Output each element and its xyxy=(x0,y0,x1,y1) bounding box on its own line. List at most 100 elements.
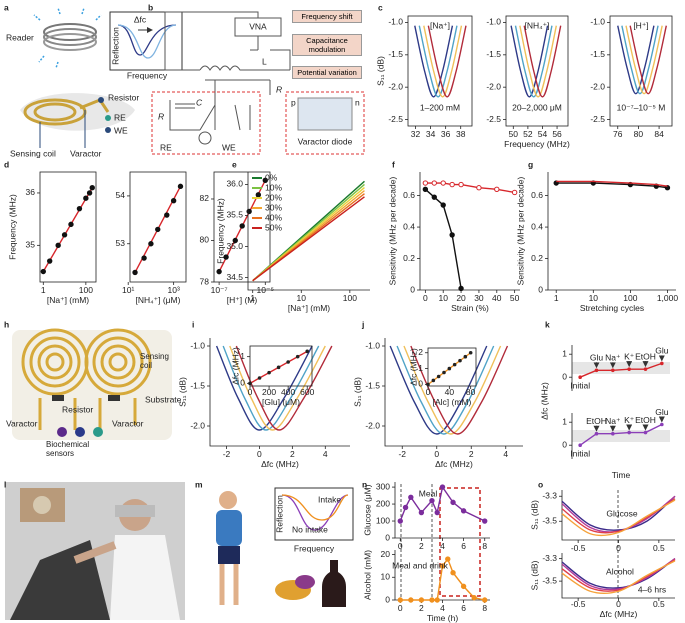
series-line xyxy=(229,345,326,431)
point-label: Glu xyxy=(655,407,669,417)
plot-frame xyxy=(427,347,477,387)
series-line xyxy=(418,25,458,98)
legend-label: 0% xyxy=(265,172,278,182)
data-point xyxy=(611,431,615,436)
y-axis-label: S₁₁ (dB) xyxy=(177,377,187,407)
x-tick-label: 76 xyxy=(613,129,623,139)
y-tick-label: 20 xyxy=(381,549,391,559)
x-tick-label: 38 xyxy=(456,129,466,139)
x-tick-label: 80 xyxy=(466,387,476,397)
point-label: Na⁺ xyxy=(605,416,621,426)
y-tick-label: -1.5 xyxy=(590,49,605,59)
legend-label: 40% xyxy=(265,212,282,222)
data-point xyxy=(627,430,631,435)
label: R xyxy=(158,111,164,121)
series-line xyxy=(215,345,313,431)
data-point xyxy=(471,595,477,601)
point-label: EtOH xyxy=(635,415,656,425)
y-axis-label: Frequency (MHz) xyxy=(215,198,225,264)
series-line xyxy=(423,25,463,98)
y-tick-label: 0 xyxy=(240,378,245,388)
flow-step: Potential variation xyxy=(292,66,362,79)
series-line xyxy=(414,25,454,98)
panel-a-illustration: Reader Δfc Reflection Frequency Resistor… xyxy=(6,7,183,158)
data-point xyxy=(422,186,429,193)
data-point xyxy=(458,285,464,292)
y-tick-label: 34.5 xyxy=(226,272,243,282)
data-point xyxy=(434,597,440,603)
x-axis-label: [Glu] (μM) xyxy=(262,397,300,407)
data-point xyxy=(255,192,262,198)
point-label: EtOH xyxy=(586,416,607,426)
label: R xyxy=(276,84,282,94)
x-axis-label: Δfc (MHz) xyxy=(600,609,638,619)
series-line xyxy=(579,362,663,378)
data-point xyxy=(431,180,437,186)
panel-letter: o xyxy=(538,479,543,489)
data-point xyxy=(402,504,409,511)
data-point xyxy=(439,563,446,569)
highlight-band xyxy=(572,362,670,374)
data-point xyxy=(248,381,252,386)
panel-letter: c xyxy=(378,2,383,12)
x-tick-label: 100 xyxy=(623,293,637,303)
x-tick-label: 54 xyxy=(538,129,548,139)
data-point xyxy=(449,181,455,188)
legend-label: 20% xyxy=(265,192,282,202)
label: Varactor xyxy=(112,418,144,428)
label: Sensing coil xyxy=(10,148,56,158)
y-tick-label: -3.3 xyxy=(542,553,557,563)
data-point xyxy=(223,254,229,260)
x-axis-label: Time (h) xyxy=(427,613,458,623)
data-point xyxy=(494,186,500,193)
x-tick-label: -0.5 xyxy=(571,599,586,609)
axis-line xyxy=(394,550,490,601)
data-point xyxy=(442,370,446,375)
panel-letter: m xyxy=(195,479,203,489)
series-line xyxy=(399,485,486,522)
data-point xyxy=(449,232,455,238)
x-tick-label: -2 xyxy=(223,449,231,459)
label: C xyxy=(196,97,203,107)
x-tick-label: 40 xyxy=(492,293,502,303)
y-tick-label: -2.0 xyxy=(590,81,605,91)
data-point xyxy=(47,258,53,264)
y-axis-label: Δfc (MHz) xyxy=(230,347,240,385)
label: Frequency xyxy=(127,70,168,80)
series-line xyxy=(561,499,676,537)
data-point xyxy=(239,223,245,229)
y-tick-label: 10 xyxy=(381,572,391,582)
data-point xyxy=(89,185,95,191)
x-tick-label: 2 xyxy=(469,449,474,459)
data-point xyxy=(177,183,184,190)
data-point xyxy=(440,180,446,186)
label: Δfc xyxy=(134,14,147,24)
x-tick-label: 600 xyxy=(300,387,314,397)
x-axis-label: [NH₄⁺] (μM) xyxy=(136,295,181,305)
panel-letter: g xyxy=(528,159,533,169)
series-line xyxy=(621,25,659,95)
label: Reflection xyxy=(274,495,284,533)
y-tick-label: 0.4 xyxy=(531,221,543,231)
y-tick-label: -1.0 xyxy=(365,340,380,350)
y-tick-label: 80 xyxy=(200,235,210,245)
data-point xyxy=(458,358,462,363)
legend-label: 50% xyxy=(265,222,282,232)
label: WE xyxy=(222,142,236,152)
y-tick-label: -2.0 xyxy=(486,81,501,91)
x-tick-label: 36 xyxy=(441,129,451,139)
plot-frame xyxy=(129,171,187,283)
data-point xyxy=(482,518,488,524)
data-point xyxy=(594,431,599,436)
y-tick-label: -1.0 xyxy=(486,17,501,27)
x-axis-label: [Na⁺] (mM) xyxy=(47,295,89,305)
data-point xyxy=(450,499,456,506)
x-tick-label: 200 xyxy=(262,387,276,397)
series-line xyxy=(561,495,676,531)
data-point xyxy=(511,189,518,196)
x-tick-label: 0 xyxy=(616,599,621,609)
data-point xyxy=(643,367,648,371)
data-point xyxy=(468,350,473,355)
x-tick-label: 10 xyxy=(589,293,599,303)
x-tick-label: 0 xyxy=(257,449,262,459)
